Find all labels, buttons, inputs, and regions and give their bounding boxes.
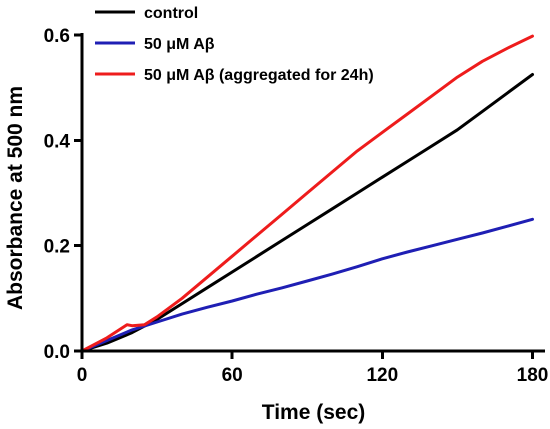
y-tick-label: 0.2 [44,237,70,258]
x-tick-label: 0 [77,365,88,386]
y-axis-label: Absorbance at 500 nm [4,86,27,310]
series-layer [80,34,534,353]
axes: 0.0 0.2 0.4 0.6 0 60 120 180 [44,26,549,386]
y-ticks: 0.0 0.2 0.4 0.6 [44,26,82,363]
series-line-1 [80,73,534,353]
legend-label-3: 50 μM Aβ (aggregated for 24h) [144,67,374,84]
x-axis-label: Time (sec) [262,401,366,424]
y-tick-label: 0.0 [44,342,70,363]
series-line-2 [80,217,534,353]
legend: control 50 μM Aβ 50 μM Aβ (aggregated for … [95,5,374,84]
x-ticks: 0 60 120 180 [77,351,549,386]
x-tick-label: 60 [222,365,243,386]
y-tick-label: 0.4 [44,131,71,152]
legend-label-2: 50 μM Aβ [144,36,215,53]
x-tick-label: 120 [366,365,398,386]
y-tick-label: 0.6 [44,26,70,47]
series-line-3 [80,34,534,353]
x-tick-label: 180 [517,365,549,386]
legend-label-1: control [144,5,198,22]
